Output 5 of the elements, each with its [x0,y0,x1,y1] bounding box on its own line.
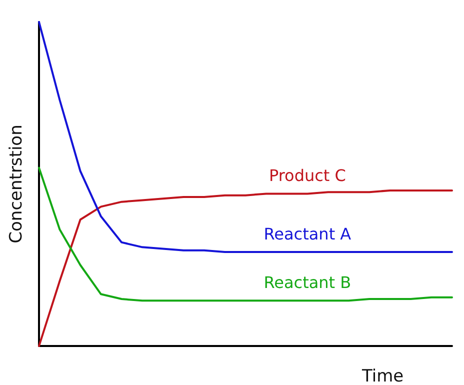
series-label: Reactant A [264,224,352,244]
series-label: Product C [268,166,346,186]
y-axis-title: Concentrstion [6,124,26,244]
x-axis-title: Time [361,366,404,385]
series-label: Reactant B [264,273,352,292]
